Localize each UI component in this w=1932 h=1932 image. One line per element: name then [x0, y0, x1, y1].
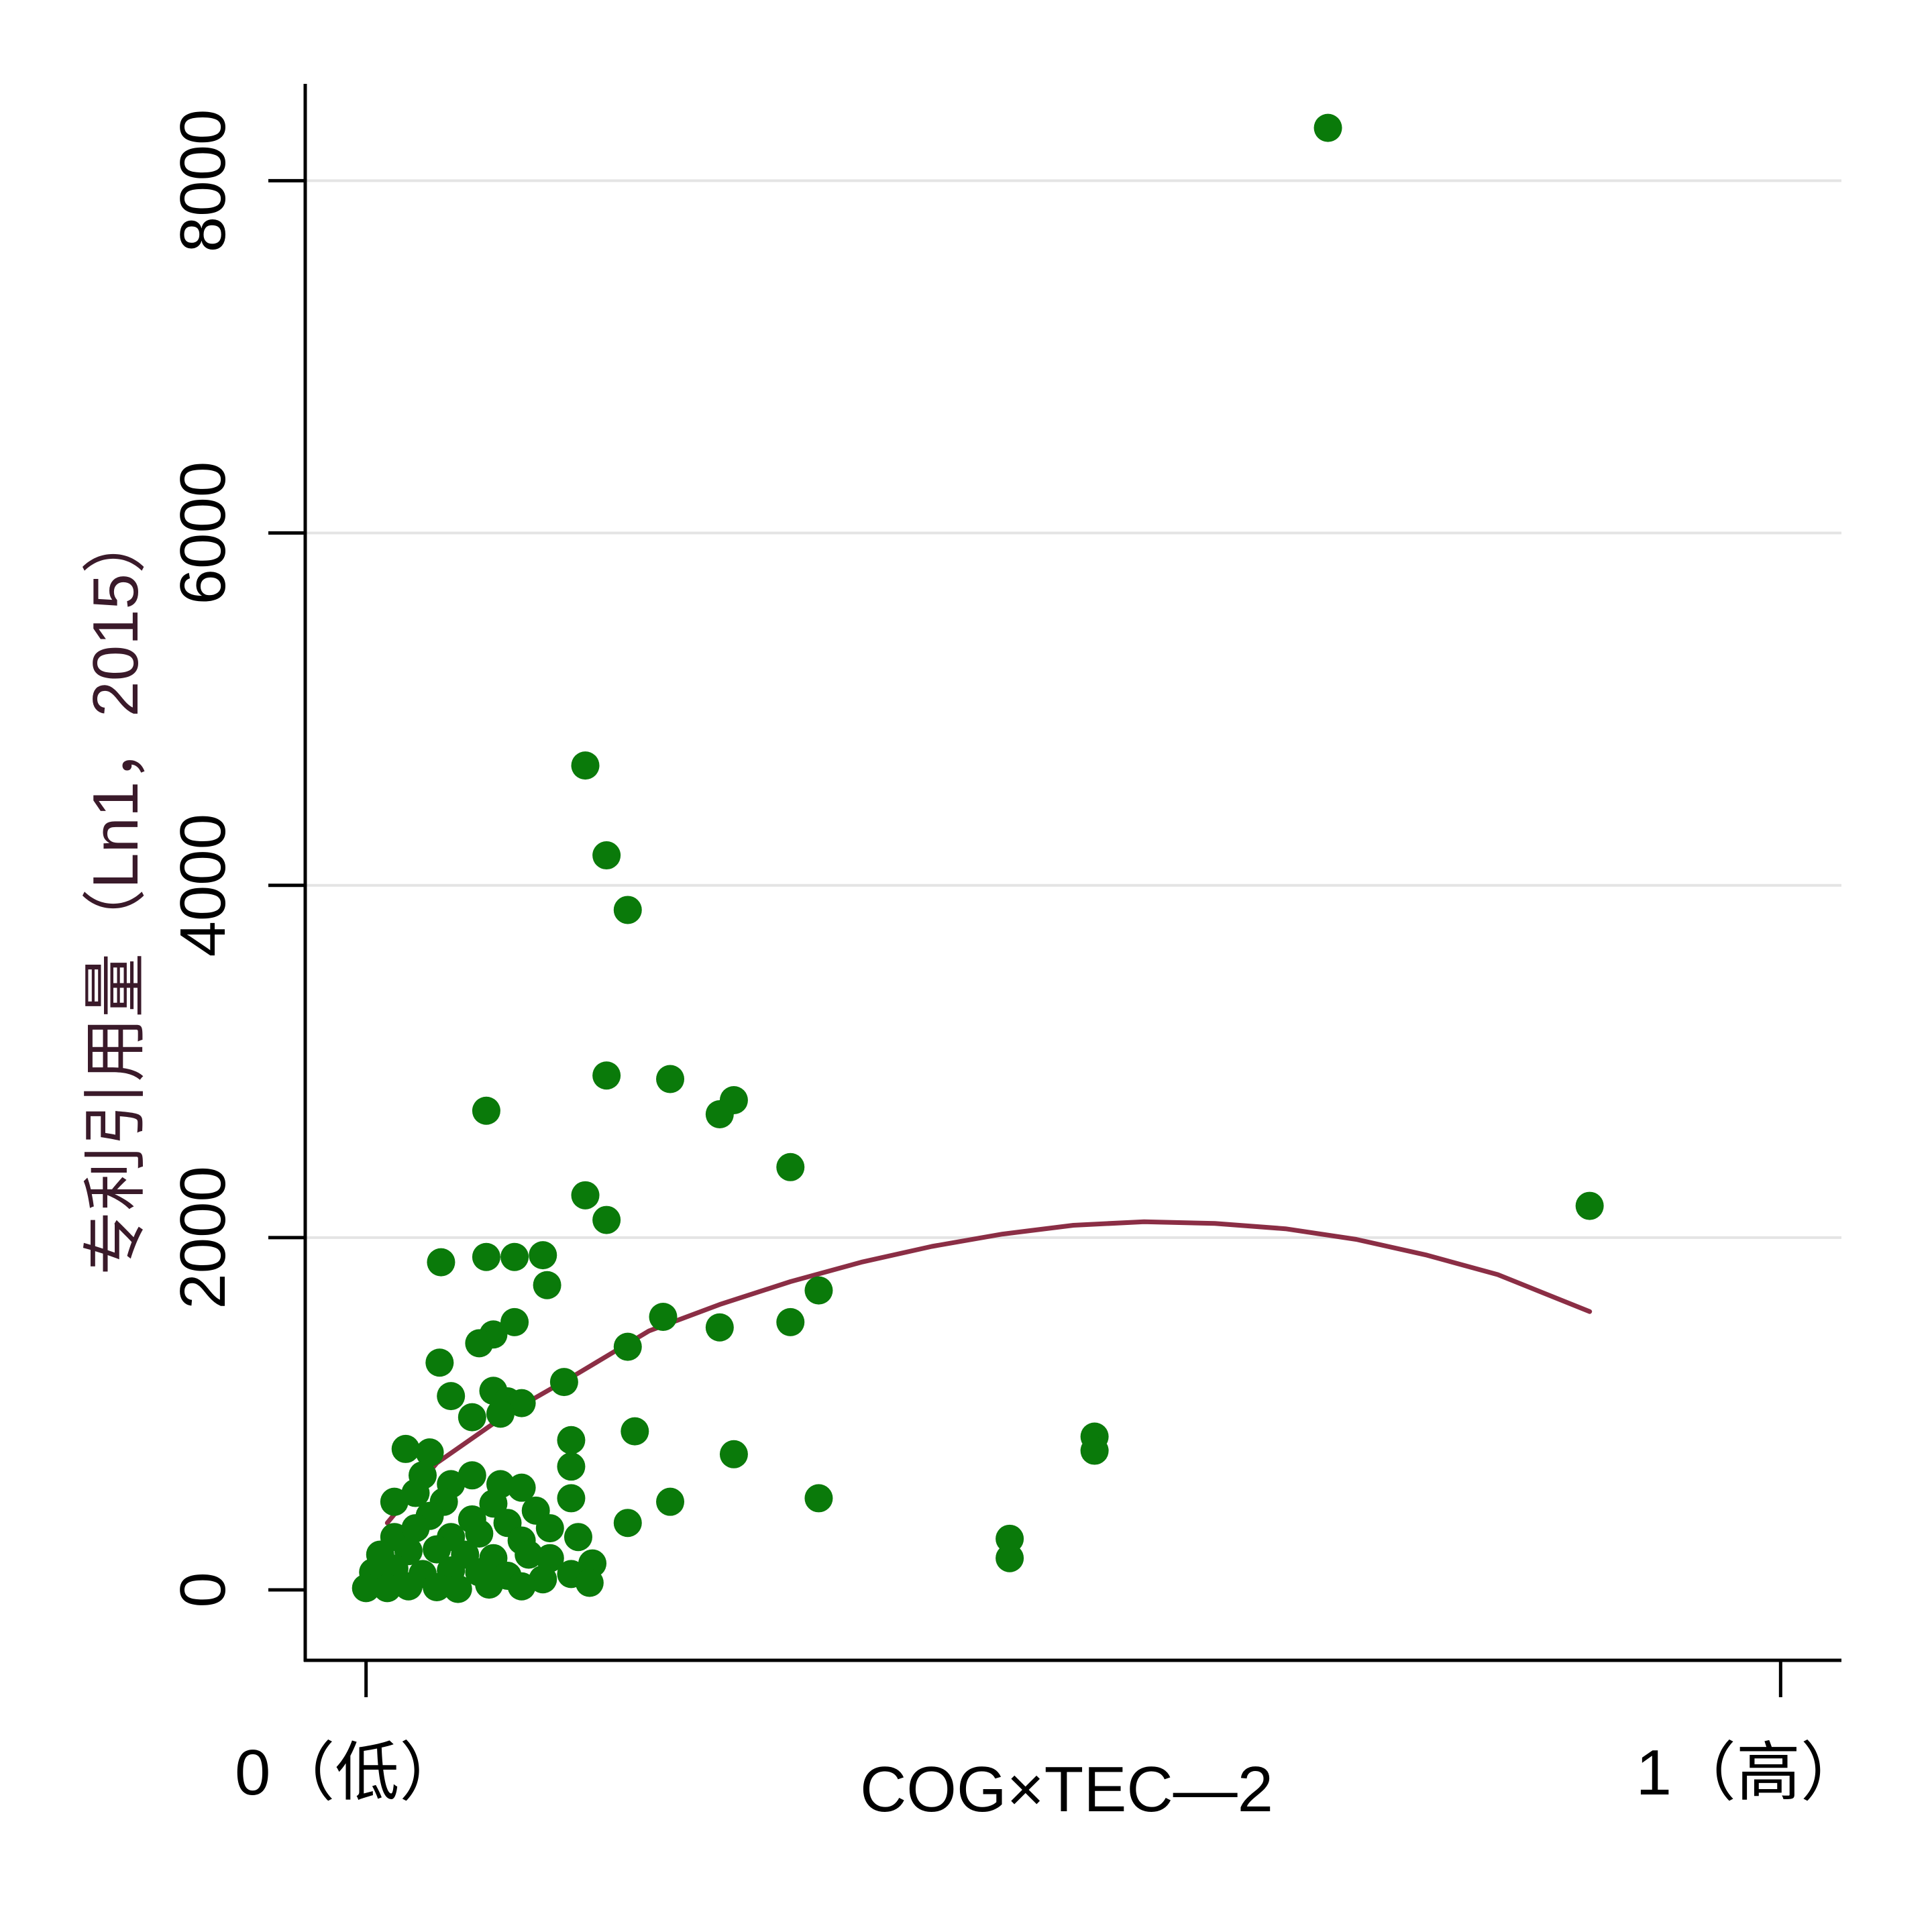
data-point [500, 1307, 529, 1336]
data-point [656, 1065, 685, 1093]
data-point [427, 1248, 455, 1277]
data-point [425, 1348, 454, 1377]
y-tick-label: 4000 [167, 814, 239, 957]
data-point [564, 1523, 592, 1552]
data-point [656, 1487, 685, 1516]
data-point [557, 1452, 586, 1481]
data-point [458, 1403, 486, 1432]
data-point [649, 1302, 678, 1331]
axes [303, 84, 1841, 1662]
data-point [380, 1487, 409, 1516]
data-point [613, 1509, 642, 1538]
data-point [529, 1565, 557, 1594]
y-tick-label: 8000 [167, 109, 239, 253]
y-tick-label: 2000 [167, 1166, 239, 1309]
data-point [415, 1438, 444, 1467]
data-point [535, 1544, 564, 1572]
x-tick-label: 1（高） [1636, 1737, 1865, 1809]
data-point [719, 1440, 748, 1468]
y-axis-title: 专利引用量（Ln1，2015） [80, 509, 152, 1275]
data-point [472, 1096, 500, 1125]
data-point [443, 1574, 472, 1603]
data-point [507, 1389, 536, 1417]
data-point [571, 1181, 600, 1210]
data-point [373, 1574, 402, 1603]
data-point [996, 1544, 1024, 1572]
data-point [621, 1417, 649, 1446]
gridlines [305, 179, 1841, 1239]
x-axis-title: COG×TEC—2 [860, 1754, 1273, 1825]
data-point [705, 1313, 734, 1342]
data-point [507, 1473, 536, 1502]
x-tick-label: 0（低） [235, 1737, 464, 1809]
data-point [592, 1205, 621, 1234]
data-point [776, 1152, 805, 1181]
data-point [549, 1368, 578, 1397]
data-point [1080, 1436, 1109, 1465]
data-point [423, 1535, 451, 1564]
data-point [804, 1484, 833, 1513]
data-point [575, 1568, 604, 1597]
y-tick-label: 6000 [167, 462, 239, 605]
data-point [479, 1489, 508, 1518]
data-point [533, 1271, 561, 1299]
data-point [592, 841, 621, 870]
data-point [352, 1574, 380, 1603]
data-point [465, 1329, 494, 1358]
data-point [486, 1399, 515, 1428]
data-point [592, 1061, 621, 1090]
data-point [401, 1479, 430, 1507]
data-point [437, 1382, 466, 1411]
data-point [500, 1242, 529, 1271]
data-point [804, 1276, 833, 1305]
data-point [705, 1100, 734, 1129]
data-point [557, 1484, 586, 1513]
data-point [1313, 113, 1342, 142]
data-point [475, 1570, 504, 1599]
data-point [472, 1242, 500, 1271]
data-point [613, 1332, 642, 1361]
data-point [613, 896, 642, 924]
data-point [515, 1540, 543, 1569]
data-point [571, 751, 600, 780]
ticks: 0 2000 4000 6000 8000 0（低） 1（高） [167, 109, 1865, 1809]
data-point [391, 1434, 420, 1463]
data-point [507, 1572, 536, 1601]
data-point [423, 1573, 451, 1602]
data-point [401, 1514, 430, 1543]
data-point [394, 1572, 423, 1601]
data-point [996, 1524, 1024, 1553]
y-tick-label: 0 [167, 1572, 239, 1607]
data-point [535, 1514, 564, 1543]
data-point [1575, 1191, 1604, 1220]
data-point [776, 1307, 805, 1336]
data-point [529, 1241, 557, 1270]
data-point [557, 1426, 586, 1454]
data-point [458, 1461, 486, 1490]
scatter-points [352, 113, 1604, 1603]
data-point [465, 1519, 494, 1548]
